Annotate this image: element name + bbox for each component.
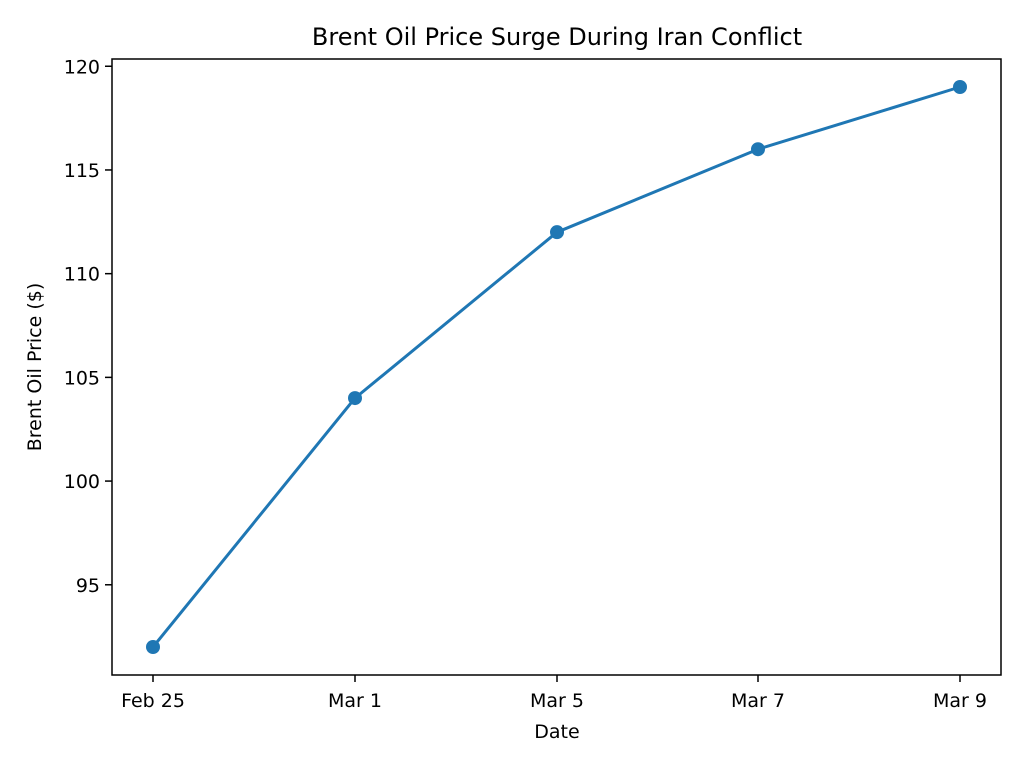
y-axis-label: Brent Oil Price ($): [24, 283, 46, 452]
y-tick-label: 110: [64, 264, 100, 286]
data-point: [751, 142, 765, 157]
data-point: [348, 391, 362, 406]
y-tick-label: 95: [76, 575, 100, 597]
x-tick-label: Mar 9: [933, 690, 987, 712]
x-tick-label: Mar 1: [328, 690, 382, 712]
y-tick-label: 100: [64, 471, 100, 493]
series-group: [146, 80, 967, 654]
x-axis-label: Date: [534, 721, 579, 743]
x-tick-label: Mar 7: [731, 690, 785, 712]
y-tick-label: 105: [64, 367, 100, 389]
y-tick-label: 120: [64, 56, 100, 78]
y-axis: 95 100 105 110 115 120: [64, 56, 112, 597]
series-line: [151, 85, 961, 648]
x-tick-label: Feb 25: [121, 690, 185, 712]
chart-title: Brent Oil Price Surge During Iran Confli…: [312, 23, 802, 51]
x-tick-label: Mar 5: [530, 690, 584, 712]
x-axis: Feb 25 Mar 1 Mar 5 Mar 7 Mar 9: [121, 675, 987, 712]
data-point: [953, 80, 967, 94]
data-point: [550, 225, 564, 240]
y-tick-label: 115: [64, 160, 100, 182]
data-point: [146, 640, 160, 654]
plot-area-frame: [111, 58, 1002, 676]
